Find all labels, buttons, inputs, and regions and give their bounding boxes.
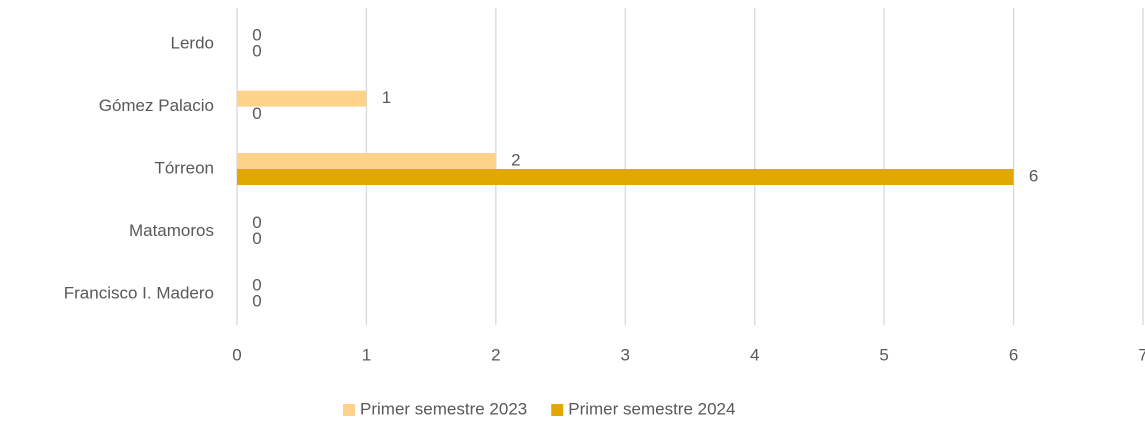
legend-label: Primer semestre 2023 — [360, 399, 527, 418]
bar — [237, 153, 496, 169]
bar — [237, 169, 1014, 185]
x-tick-label: 6 — [1009, 345, 1018, 364]
value-label: 0 — [252, 42, 261, 61]
value-label: 2 — [511, 150, 520, 169]
value-label: 0 — [252, 229, 261, 248]
x-tick-label: 2 — [491, 345, 500, 364]
x-tick-label: 3 — [621, 345, 630, 364]
y-tick-label: Tórreon — [154, 158, 214, 177]
value-label: 6 — [1029, 166, 1038, 185]
legend-label: Primer semestre 2024 — [568, 399, 735, 418]
legend-swatch — [551, 404, 564, 416]
bar — [237, 90, 367, 107]
x-tick-label: 7 — [1138, 345, 1145, 364]
y-tick-label: Francisco I. Madero — [64, 283, 214, 302]
y-tick-label: Gómez Palacio — [99, 96, 214, 115]
x-tick-label: 4 — [750, 345, 759, 364]
value-label: 0 — [252, 26, 261, 45]
value-label: 1 — [382, 88, 391, 107]
y-tick-label: Matamoros — [129, 221, 214, 240]
value-label: 0 — [252, 275, 261, 294]
x-tick-label: 5 — [879, 345, 888, 364]
x-tick-label: 0 — [232, 345, 241, 364]
value-label: 0 — [252, 291, 261, 310]
value-label: 0 — [252, 213, 261, 232]
y-tick-label: Lerdo — [171, 34, 214, 53]
value-label: 0 — [252, 104, 261, 123]
x-tick-label: 1 — [362, 345, 371, 364]
legend-swatch — [343, 404, 355, 416]
